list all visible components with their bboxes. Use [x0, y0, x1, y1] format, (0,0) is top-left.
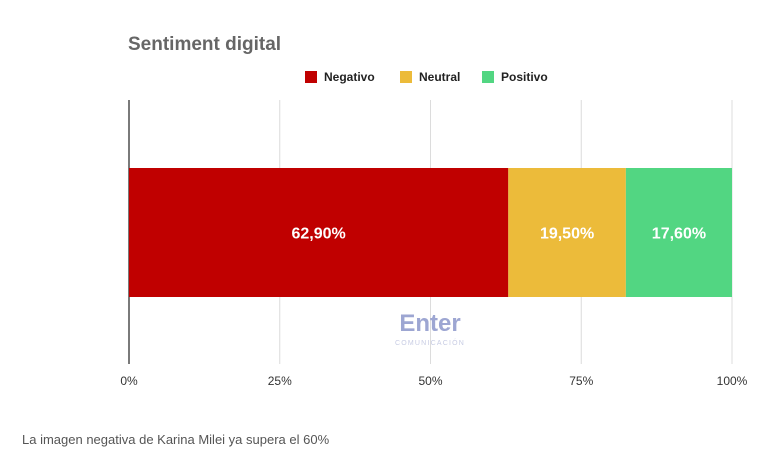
bar-segment-neutral — [508, 168, 626, 297]
x-tick-label: 75% — [569, 374, 593, 388]
legend-label-neutral: Neutral — [419, 70, 460, 84]
watermark-logo: Enter COMUNICACIÓN — [395, 310, 465, 347]
bar-segment-positivo — [625, 168, 732, 297]
legend-swatch-neutral — [400, 71, 412, 83]
watermark-tagline: COMUNICACIÓN — [395, 338, 465, 347]
legend-label-positivo: Positivo — [501, 70, 548, 84]
x-tick-label: 0% — [120, 374, 138, 388]
image-caption: La imagen negativa de Karina Milei ya su… — [22, 432, 330, 447]
legend-label-negativo: Negativo — [324, 70, 375, 84]
x-tick-label: 50% — [418, 374, 442, 388]
bar-label-negativo: 62,90% — [292, 226, 346, 243]
chart-title: Sentiment digital — [128, 34, 281, 55]
x-tick-label: 100% — [717, 374, 748, 388]
bar-segment-negativo — [129, 168, 509, 297]
stacked-bar: 62,90% 19,50% 17,60% — [129, 168, 732, 297]
watermark-brand: Enter — [399, 310, 460, 337]
legend: Negativo Neutral Positivo — [305, 70, 548, 84]
x-tick-label: 25% — [268, 374, 292, 388]
legend-swatch-negativo — [305, 71, 317, 83]
bar-label-positivo: 17,60% — [652, 226, 706, 243]
x-axis: 0% 25% 50% 75% 100% — [120, 374, 747, 388]
bar-label-neutral: 19,50% — [540, 226, 594, 243]
legend-swatch-positivo — [482, 71, 494, 83]
